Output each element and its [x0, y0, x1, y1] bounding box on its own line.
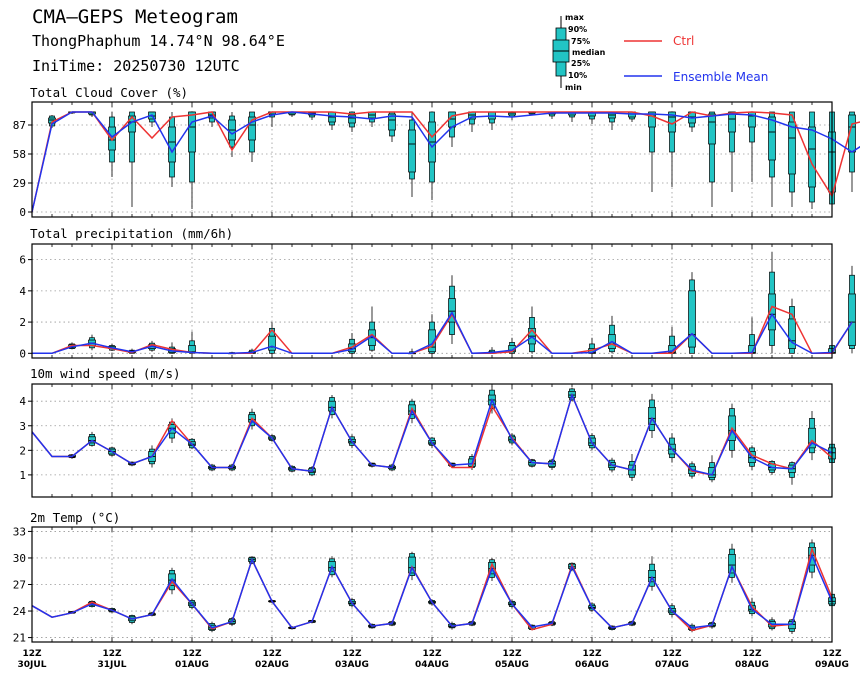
- x-tick-label-date: 04AUG: [415, 660, 449, 670]
- y-tick-label: 1: [19, 469, 26, 482]
- y-tick-label: 3: [19, 420, 26, 433]
- box-inner: [408, 129, 416, 173]
- legend-box-label-10: 10%: [568, 71, 587, 80]
- legend-mean-label: Ensemble Mean: [673, 70, 768, 84]
- x-axis: 12Z30JUL12Z31JUL12Z01AUG12Z02AUG12Z03AUG…: [18, 649, 849, 670]
- box-inner: [728, 554, 736, 574]
- box-inner: [708, 467, 716, 478]
- panel-frame: [31, 526, 833, 643]
- y-tick-label: 24: [13, 605, 27, 618]
- x-tick-label-date: 03AUG: [335, 660, 369, 670]
- box-inner: [448, 298, 456, 323]
- panel-frame: [31, 383, 833, 498]
- box-inner: [648, 111, 656, 128]
- x-tick-label-date: 06AUG: [575, 660, 609, 670]
- y-tick-label: 0: [19, 206, 26, 219]
- panel-temperature: 2m Temp (°C) 21 24 27 30 33: [13, 510, 836, 645]
- init-time: IniTime: 20250730 12UTC: [32, 57, 240, 75]
- panel-title-precip: Total precipitation (mm/6h): [30, 226, 233, 241]
- box-inner: [688, 290, 696, 348]
- box-inner: [708, 113, 716, 145]
- y-tick-label: 29: [13, 177, 26, 190]
- box-inner: [648, 406, 656, 425]
- y-tick-label: 2: [19, 444, 26, 457]
- x-tick-label-time: 12Z: [342, 649, 362, 659]
- x-tick-label-time: 12Z: [822, 649, 842, 659]
- x-tick-label-time: 12Z: [422, 649, 442, 659]
- legend: max 90% 75% median 25% 10% min Ctrl Ense…: [552, 13, 768, 92]
- box-inner: [108, 126, 116, 151]
- legend-box-label-75: 75%: [571, 37, 590, 46]
- ensemble-mean-line: [31, 111, 860, 213]
- box-inner: [388, 113, 396, 131]
- panel-frame: [31, 243, 833, 359]
- legend-ctrl-label: Ctrl: [673, 34, 694, 48]
- ensemble-mean-line: [32, 311, 853, 355]
- box-outer: [129, 111, 135, 163]
- legend-box-label-25: 25%: [571, 59, 590, 68]
- y-tick-label: 33: [13, 525, 26, 538]
- box-inner: [188, 111, 196, 153]
- box-inner: [348, 114, 356, 124]
- legend-box-label-median: median: [572, 48, 606, 57]
- legend-box-label-max: max: [565, 13, 585, 22]
- x-tick-label-date: 30JUL: [18, 660, 47, 670]
- y-tick-label: 2: [19, 316, 26, 329]
- box-inner: [728, 111, 736, 133]
- box-inner: [848, 293, 856, 346]
- x-tick-label-date: 05AUG: [495, 660, 529, 670]
- y-tick-label: 21: [13, 632, 26, 645]
- y-tick-label: 4: [19, 395, 26, 408]
- panel-title-cloud: Total Cloud Cover (%): [30, 85, 188, 100]
- x-tick-label-date: 02AUG: [255, 660, 289, 670]
- box-inner: [268, 335, 276, 351]
- ensemble-mean-line: [31, 553, 833, 629]
- panel-title-temp: 2m Temp (°C): [30, 510, 120, 525]
- station-location: ThongPhaphum 14.74°N 98.64°E: [32, 32, 285, 50]
- box-outer: [709, 111, 715, 183]
- y-tick-label: 4: [19, 285, 26, 298]
- x-tick-label-date: 08AUG: [735, 660, 769, 670]
- legend-box-label-min: min: [565, 83, 582, 92]
- x-tick-label-date: 09AUG: [815, 660, 849, 670]
- y-tick-label: 58: [13, 148, 26, 161]
- x-tick-label-date: 31JUL: [98, 660, 127, 670]
- x-tick-label-time: 12Z: [262, 649, 282, 659]
- x-tick-label-time: 12Z: [22, 649, 42, 659]
- x-tick-label-time: 12Z: [662, 649, 682, 659]
- ctrl-series-line: [31, 111, 860, 213]
- box-inner: [788, 121, 796, 175]
- x-tick-label-date: 01AUG: [175, 660, 209, 670]
- meteogram-title: CMA—GEPS Meteogram: [32, 6, 238, 28]
- x-tick-label-date: 07AUG: [655, 660, 689, 670]
- panel-frame: [31, 101, 833, 218]
- box-inner: [788, 318, 796, 349]
- x-tick-label-time: 12Z: [102, 649, 122, 659]
- box-inner: [768, 116, 776, 161]
- panel-wind: 10m wind speed (m/s) 1 2 3 4: [19, 366, 836, 498]
- x-tick-label-time: 12Z: [742, 649, 762, 659]
- panel-cloud-cover: Total Cloud Cover (%) 0 29 58 87: [13, 85, 860, 219]
- ensemble-mean-line: [31, 392, 833, 476]
- box-inner: [808, 427, 816, 449]
- y-tick-label: 0: [19, 347, 26, 360]
- y-tick-label: 6: [19, 254, 26, 267]
- box-inner: [248, 116, 256, 141]
- x-tick-label-time: 12Z: [582, 649, 602, 659]
- box-inner: [168, 126, 176, 163]
- x-tick-label-time: 12Z: [182, 649, 202, 659]
- y-tick-label: 30: [13, 552, 26, 565]
- legend-box-label-90: 90%: [568, 25, 587, 34]
- panel-precipitation: Total precipitation (mm/6h) 0 2 4 6: [19, 226, 856, 360]
- panel-title-wind: 10m wind speed (m/s): [30, 366, 181, 381]
- x-tick-label-time: 12Z: [502, 649, 522, 659]
- box-inner: [408, 556, 416, 574]
- y-tick-label: 27: [13, 579, 26, 592]
- y-tick-label: 87: [13, 119, 26, 132]
- box-inner: [768, 293, 776, 331]
